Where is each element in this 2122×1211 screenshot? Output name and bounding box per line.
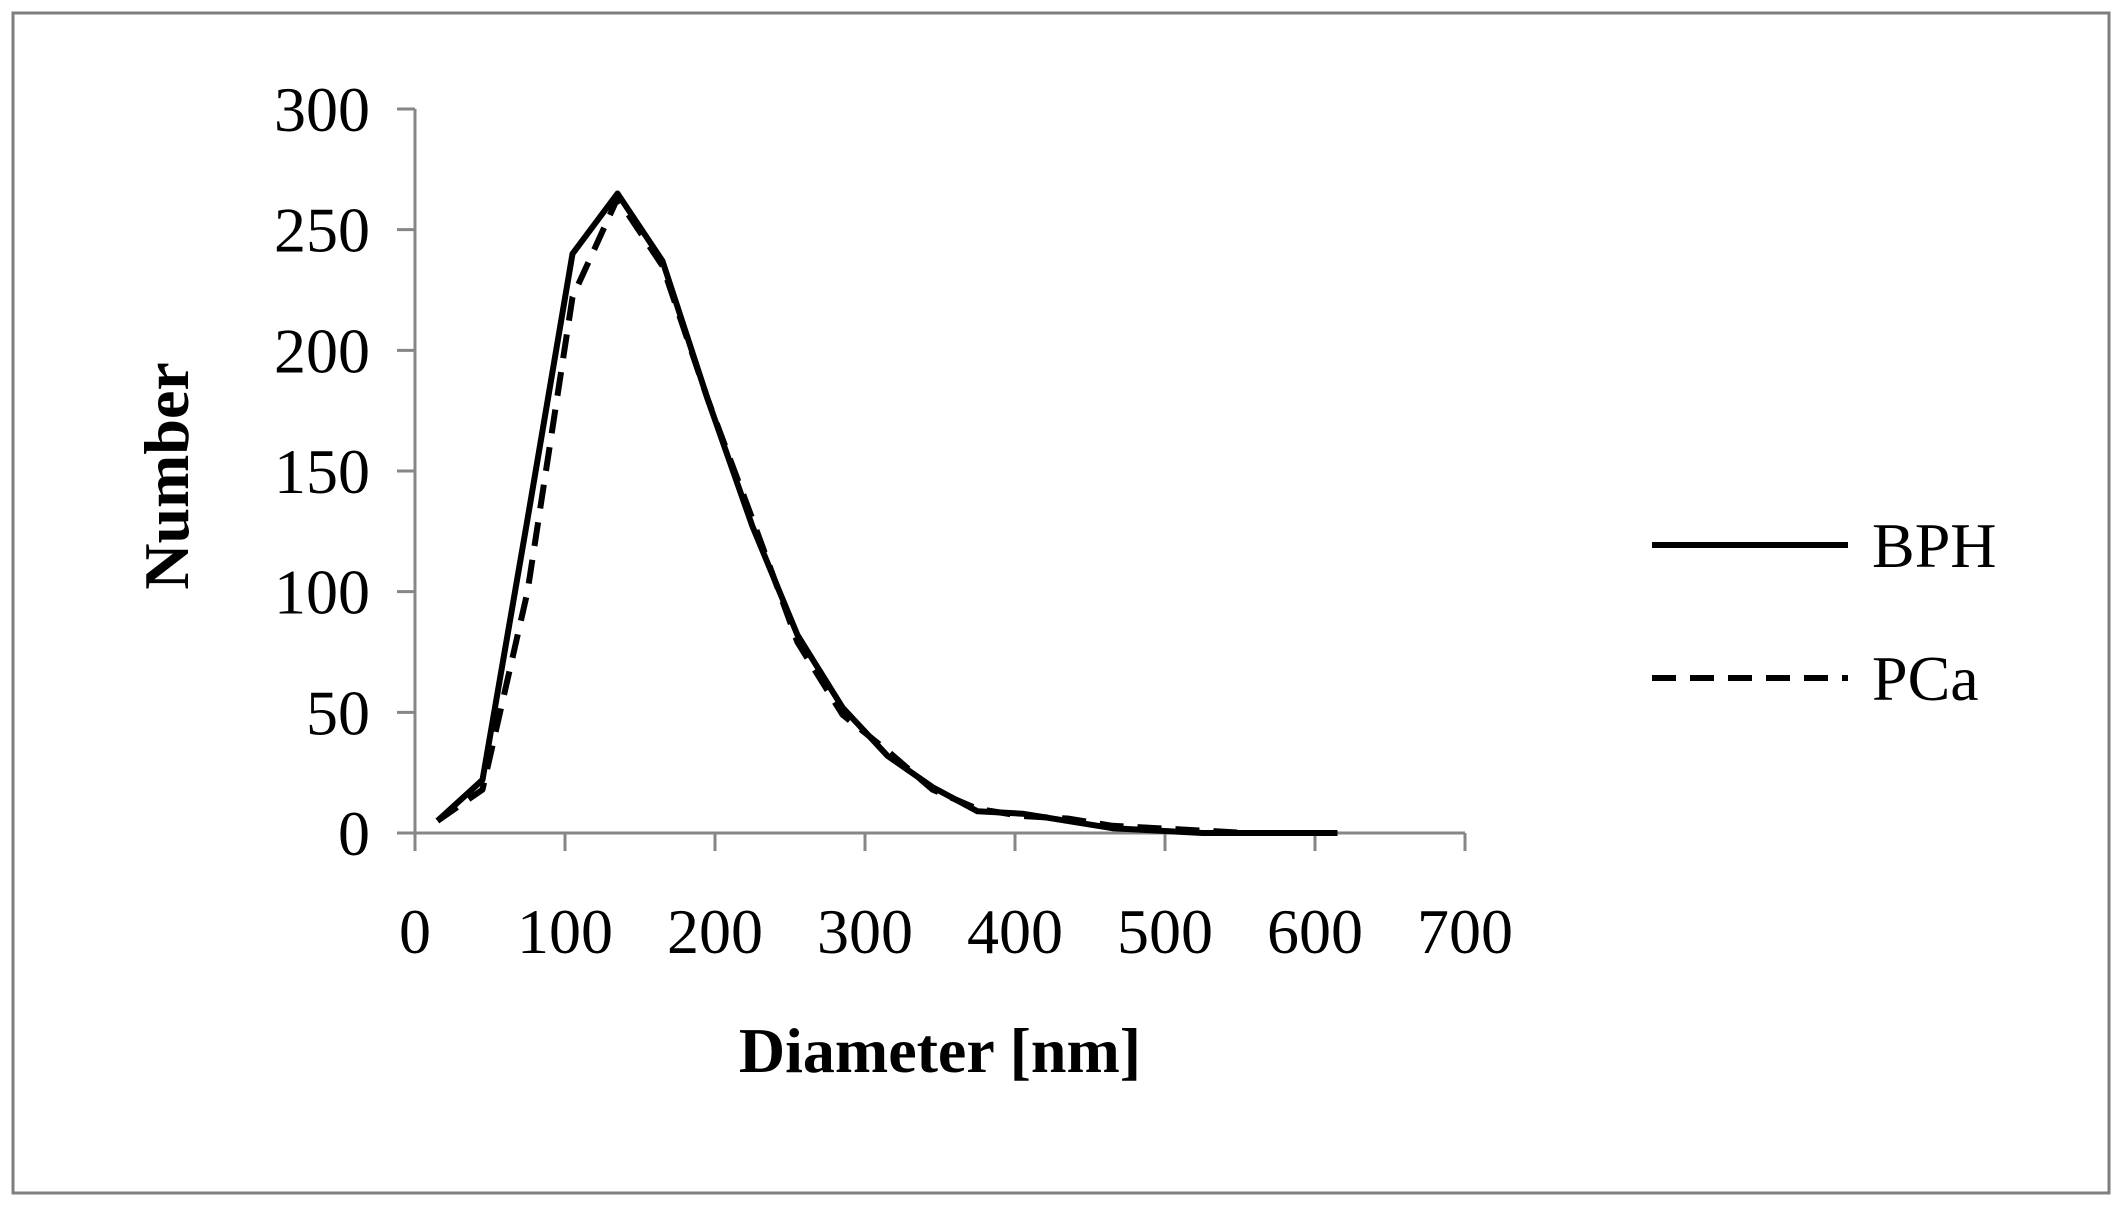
axes: 0 50 100 150 200 250 300 0 100 200 300 400 500 600 700 — [274, 74, 1513, 967]
x-tick-label: 200 — [667, 896, 763, 967]
legend-label-pca: PCa — [1872, 643, 1979, 714]
y-tick-label: 200 — [274, 315, 370, 386]
x-tick-label: 600 — [1267, 896, 1363, 967]
x-tick-label: 100 — [517, 896, 613, 967]
y-tick-label: 0 — [338, 798, 370, 869]
y-tick-label: 100 — [274, 557, 370, 628]
y-tick-label: 150 — [274, 436, 370, 507]
x-tick-label: 500 — [1117, 896, 1213, 967]
x-tick-label: 700 — [1417, 896, 1513, 967]
plot-series — [435, 190, 1338, 836]
y-tick-label: 250 — [274, 195, 370, 266]
x-tick-label: 400 — [967, 896, 1063, 967]
x-tick-label: 300 — [817, 896, 913, 967]
x-axis-title: Diameter [nm] — [739, 1015, 1141, 1086]
y-axis-title: Number — [131, 362, 202, 590]
chart-frame — [11, 11, 2111, 1195]
series-line-pca — [435, 195, 1338, 836]
x-tick-label: 0 — [399, 896, 431, 967]
legend: BPH PCa — [1652, 510, 1997, 714]
legend-label-bph: BPH — [1872, 510, 1997, 581]
y-tick-label: 50 — [306, 677, 370, 748]
y-tick-label: 300 — [274, 74, 370, 145]
